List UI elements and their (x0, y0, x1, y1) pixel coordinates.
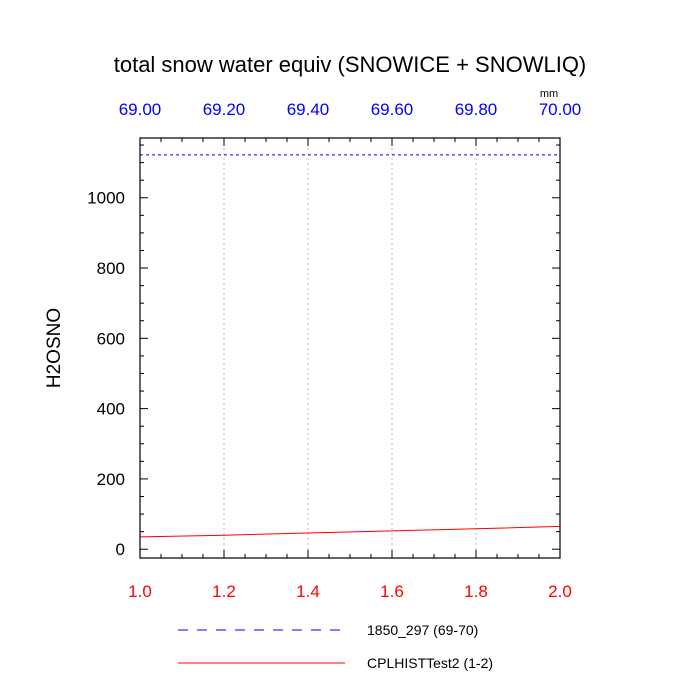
top-tick-label: 69.40 (287, 100, 330, 119)
top-tick-label: 69.00 (119, 100, 162, 119)
x-tick-label: 1.8 (464, 582, 488, 601)
y-tick-label: 1000 (87, 189, 125, 208)
legend-label: 1850_297 (69-70) (367, 622, 478, 638)
series-line (139, 525, 561, 538)
units-label: mm (540, 88, 558, 100)
top-tick-label: 69.80 (455, 100, 498, 119)
top-tick-label: 69.60 (371, 100, 414, 119)
plot-frame (139, 137, 561, 559)
legend-label: CPLHISTTest2 (1-2) (367, 655, 493, 671)
y-tick-label: 200 (97, 470, 125, 489)
x-tick-label: 1.0 (128, 582, 152, 601)
x-tick-label: 1.4 (296, 582, 320, 601)
y-tick-label: 400 (97, 400, 125, 419)
x-tick-label: 1.2 (212, 582, 236, 601)
y-axis-label: H2OSNO (44, 308, 65, 388)
plot-lines (139, 154, 561, 538)
top-tick-label: 69.20 (203, 100, 246, 119)
y-tick-label: 0 (116, 540, 125, 559)
chart-title: total snow water equiv (SNOWICE + SNOWLI… (114, 52, 587, 77)
x-tick-label: 2.0 (548, 582, 572, 601)
legend: 1850_297 (69-70) CPLHISTTest2 (1-2) (178, 622, 493, 671)
y-tick-label: 800 (97, 259, 125, 278)
axis-ticks: 1.0 1.2 1.4 1.6 1.8 2.0 69.00 69.20 69.40 69.60 69… (87, 100, 581, 601)
x-tick-label: 1.6 (380, 582, 404, 601)
y-tick-label: 600 (97, 329, 125, 348)
top-tick-label: 70.00 (539, 100, 582, 119)
grid-lines (223, 138, 477, 558)
